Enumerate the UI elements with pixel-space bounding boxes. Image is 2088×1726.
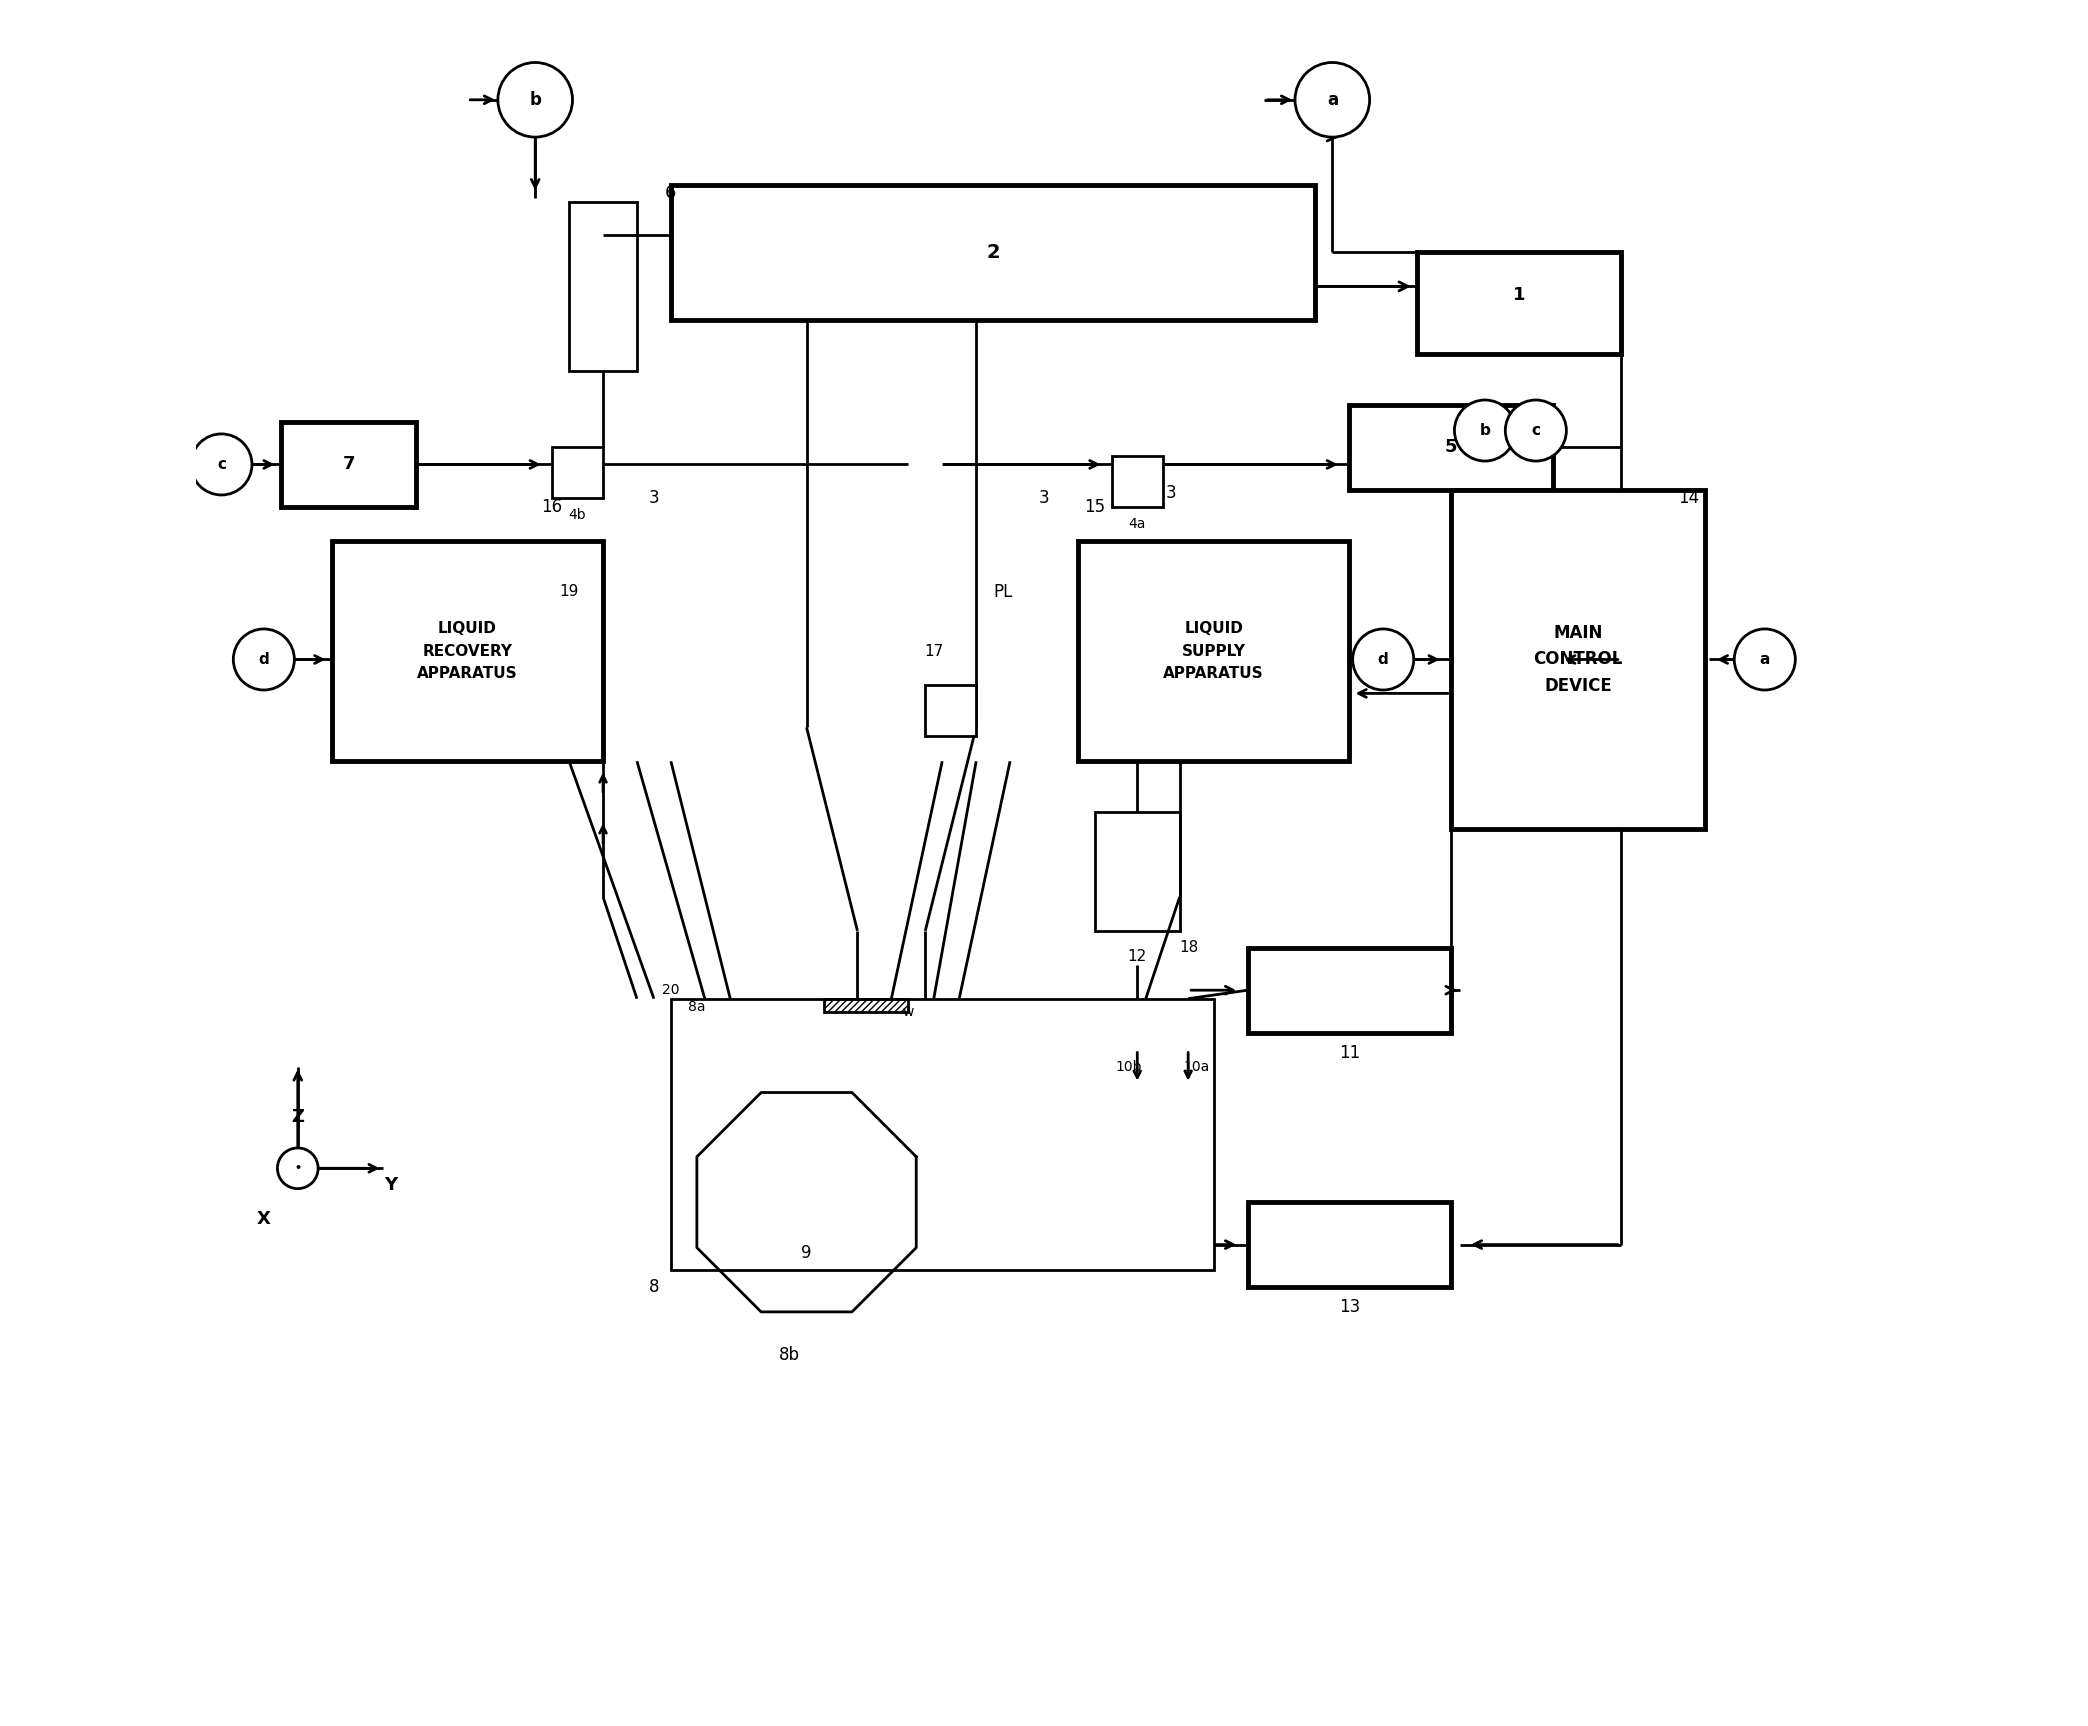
Text: 10a: 10a: [1184, 1060, 1209, 1074]
Text: X: X: [257, 1210, 271, 1229]
Text: 1: 1: [1512, 287, 1524, 304]
Text: 4a: 4a: [1130, 516, 1146, 532]
FancyBboxPatch shape: [670, 999, 1213, 1270]
Circle shape: [1735, 628, 1796, 690]
FancyBboxPatch shape: [670, 185, 1315, 321]
FancyBboxPatch shape: [280, 423, 416, 507]
Circle shape: [278, 1148, 317, 1189]
Text: 5: 5: [1445, 438, 1457, 456]
FancyBboxPatch shape: [1349, 406, 1553, 490]
Text: 3: 3: [1165, 485, 1176, 502]
Text: c: c: [217, 457, 226, 471]
Text: 8a: 8a: [687, 999, 706, 1015]
Text: 15: 15: [1084, 497, 1105, 516]
Text: 19: 19: [560, 583, 578, 599]
Text: 3: 3: [1038, 490, 1050, 507]
Text: a: a: [1326, 91, 1338, 109]
Text: 13: 13: [1338, 1298, 1359, 1317]
Circle shape: [1295, 62, 1370, 136]
Text: Y: Y: [384, 1175, 397, 1194]
Text: •: •: [294, 1163, 301, 1174]
FancyBboxPatch shape: [551, 447, 603, 499]
Text: c: c: [1531, 423, 1541, 438]
FancyBboxPatch shape: [1247, 1203, 1451, 1288]
Text: 2: 2: [986, 243, 1000, 262]
Circle shape: [1455, 400, 1516, 461]
FancyBboxPatch shape: [1111, 456, 1163, 507]
Text: 7: 7: [342, 456, 355, 473]
Text: d: d: [259, 652, 269, 666]
Text: 12: 12: [1128, 949, 1146, 963]
Circle shape: [497, 62, 572, 136]
Text: LIQUID
SUPPLY
APPARATUS: LIQUID SUPPLY APPARATUS: [1163, 621, 1263, 680]
Text: 6: 6: [666, 185, 677, 202]
Text: 14: 14: [1679, 490, 1700, 507]
FancyBboxPatch shape: [1418, 252, 1620, 354]
Text: b: b: [1480, 423, 1491, 438]
FancyBboxPatch shape: [332, 540, 603, 761]
FancyBboxPatch shape: [1094, 813, 1180, 930]
Text: w: w: [902, 1005, 915, 1020]
Text: a: a: [1760, 652, 1771, 666]
Text: 9: 9: [802, 1244, 812, 1262]
FancyBboxPatch shape: [570, 202, 637, 371]
Circle shape: [1353, 628, 1414, 690]
Text: MAIN
CONTROL
DEVICE: MAIN CONTROL DEVICE: [1533, 625, 1622, 696]
Text: 8: 8: [649, 1277, 660, 1296]
Circle shape: [234, 628, 294, 690]
Text: 11: 11: [1338, 1044, 1359, 1061]
Text: 4b: 4b: [568, 509, 587, 523]
FancyBboxPatch shape: [1077, 540, 1349, 761]
Text: 8b: 8b: [779, 1346, 800, 1364]
Text: Z: Z: [292, 1108, 305, 1127]
Circle shape: [1505, 400, 1566, 461]
Text: PL: PL: [994, 583, 1013, 601]
Text: 20: 20: [662, 984, 679, 998]
Text: d: d: [1378, 652, 1389, 666]
FancyBboxPatch shape: [1247, 948, 1451, 1032]
Text: b: b: [528, 91, 541, 109]
FancyBboxPatch shape: [1451, 490, 1706, 828]
FancyBboxPatch shape: [925, 685, 977, 735]
Text: 3: 3: [649, 490, 660, 507]
Text: 10b: 10b: [1115, 1060, 1142, 1074]
Circle shape: [190, 433, 253, 495]
Text: LIQUID
RECOVERY
APPARATUS: LIQUID RECOVERY APPARATUS: [418, 621, 518, 680]
Text: 18: 18: [1180, 941, 1199, 954]
Text: 16: 16: [541, 497, 564, 516]
Text: 17: 17: [925, 644, 944, 659]
